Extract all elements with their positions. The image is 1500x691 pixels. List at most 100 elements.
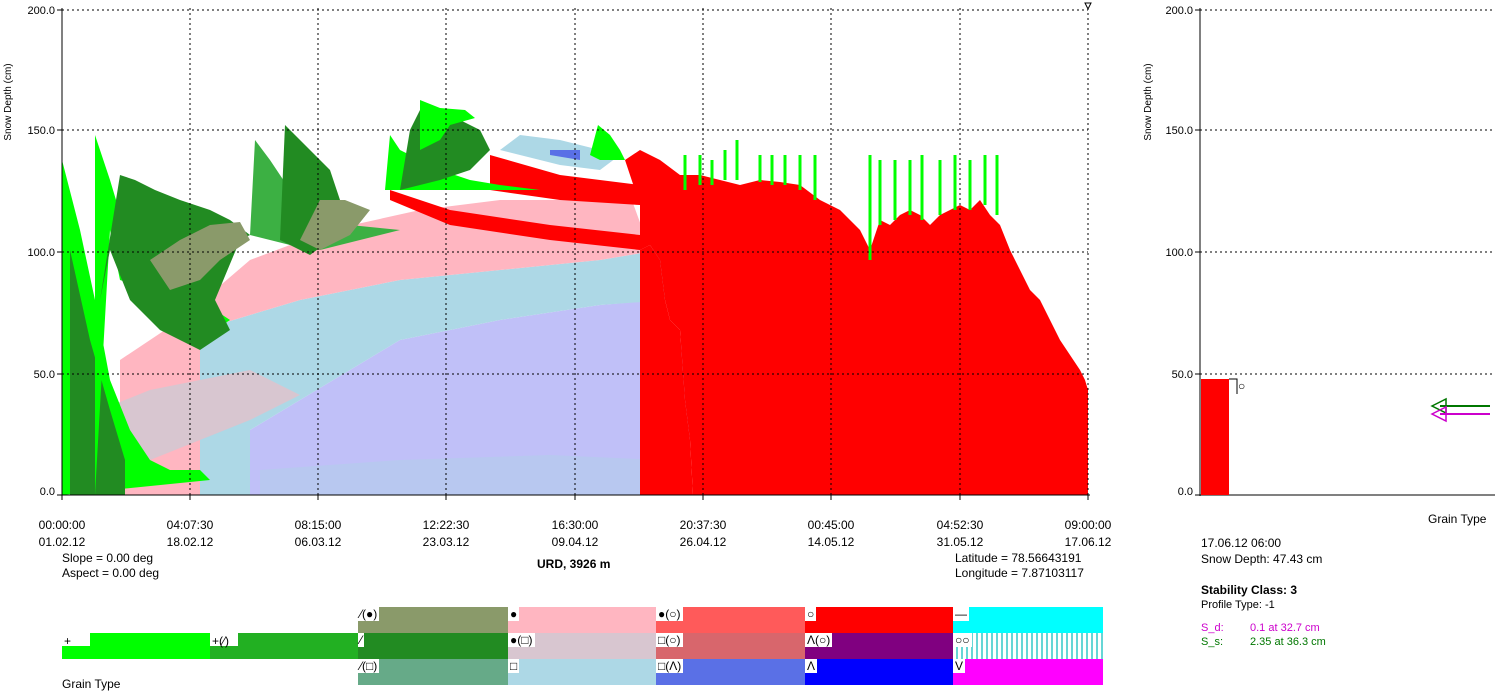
legend-symbol: ○○ xyxy=(953,633,972,647)
profile-ytick: 0.0 xyxy=(1178,486,1193,498)
legend-symbol: □(Λ) xyxy=(656,659,684,673)
latitude-text: Latitude = 78.56643191 xyxy=(955,551,1082,565)
ss-label: S_s: xyxy=(1201,636,1224,648)
layer-light-blue-2 xyxy=(260,455,690,495)
green-spikes xyxy=(683,140,999,260)
legend-swatch xyxy=(358,659,508,685)
legend-symbol: ⁄ xyxy=(358,633,365,647)
layer-olive-1 xyxy=(150,222,250,290)
main-ytick: 0.0 xyxy=(40,486,55,498)
layer-red xyxy=(640,245,693,495)
main-xtick-time: 20:37:30 xyxy=(680,518,727,532)
profile-ytick: 50.0 xyxy=(1172,369,1193,381)
legend-symbol: ⁄(□) xyxy=(358,659,380,673)
layer-pink-gray xyxy=(100,370,300,495)
main-xtick-time: 09:00:00 xyxy=(1065,518,1112,532)
sd-value: 0.1 at 32.7 cm xyxy=(1250,622,1320,634)
profile-date: 17.06.12 06:00 xyxy=(1201,536,1282,550)
snow-strata xyxy=(62,100,1088,495)
stability-class: Stability Class: 3 xyxy=(1201,583,1298,597)
legend-swatch xyxy=(805,607,953,633)
legend-symbol: — xyxy=(953,607,969,621)
legend-symbol: ●(□) xyxy=(508,633,535,647)
legend-swatch xyxy=(953,607,1103,633)
profile-layer-grain: ○ xyxy=(1238,379,1245,393)
legend-swatch xyxy=(805,659,953,685)
main-xtick-time: 16:30:00 xyxy=(552,518,599,532)
legend-symbol: ●(○) xyxy=(656,607,683,621)
profile-ytick: 100.0 xyxy=(1165,247,1193,259)
legend-symbol: V xyxy=(953,659,966,673)
profile-ytick: 150.0 xyxy=(1165,125,1193,137)
layer-pink xyxy=(120,195,660,495)
main-xtick-date: 14.05.12 xyxy=(808,535,855,549)
layer-green-5 xyxy=(420,100,475,150)
legend-symbol: + xyxy=(64,634,72,648)
current-time-marker xyxy=(1084,2,1092,11)
main-xtick-time: 12:22:30 xyxy=(423,518,470,532)
profile-axes xyxy=(1195,8,1495,496)
main-xtick-time: 04:52:30 xyxy=(937,518,984,532)
legend-symbol: Λ xyxy=(805,659,818,673)
main-xtick-date: 26.04.12 xyxy=(680,535,727,549)
legend-swatch xyxy=(508,607,656,633)
main-xtick-date: 23.03.12 xyxy=(423,535,470,549)
legend-symbol: +(⁄) xyxy=(212,634,230,648)
profile-ylabel: Snow Depth (cm) xyxy=(1143,63,1154,140)
main-ylabel: Snow Depth (cm) xyxy=(3,63,14,140)
aspect-text: Aspect = 0.00 deg xyxy=(62,566,160,580)
legend-swatch xyxy=(358,633,508,659)
slope-text: Slope = 0.00 deg xyxy=(62,551,154,565)
legend-swatch xyxy=(508,659,656,685)
main-ytick: 150.0 xyxy=(27,125,55,137)
main-ytick: 100.0 xyxy=(27,247,55,259)
legend-symbol: ● xyxy=(508,607,520,621)
sd-label: S_d: xyxy=(1201,622,1224,634)
profile-ytick: 200.0 xyxy=(1165,5,1193,17)
profile-bar-outline xyxy=(1229,378,1238,394)
main-xtick-date: 01.02.12 xyxy=(39,535,86,549)
main-xtick-date: 06.03.12 xyxy=(295,535,342,549)
layer-red-band-2 xyxy=(490,155,640,205)
main-xtick-date: 18.02.12 xyxy=(167,535,214,549)
legend-symbol: ⁄(●) xyxy=(358,607,380,621)
legend-swatch xyxy=(953,659,1103,685)
profile-xlabel: Grain Type xyxy=(1428,512,1487,526)
longitude-text: Longitude = 7.87103117 xyxy=(955,566,1084,580)
layer-blue-top xyxy=(550,150,580,160)
main-axes xyxy=(57,8,1090,500)
main-xtick-time: 00:45:00 xyxy=(808,518,855,532)
sd-arrow xyxy=(1430,405,1490,423)
layer-red-band xyxy=(390,190,640,250)
main-ytick: 200.0 xyxy=(27,5,55,17)
layer-light-blue xyxy=(200,250,670,495)
legend-swatch-fill xyxy=(90,633,210,659)
main-ytick: 50.0 xyxy=(34,369,55,381)
profile-grid xyxy=(1200,9,1495,375)
legend-swatch xyxy=(953,633,1103,659)
station-title: URD, 3926 m xyxy=(537,557,611,571)
layer-olive-2 xyxy=(300,200,370,250)
ss-value: 2.35 at 36.3 cm xyxy=(1250,636,1326,648)
legend-swatch xyxy=(358,607,508,633)
ss-arrow xyxy=(1430,397,1490,415)
layer-green-6 xyxy=(590,125,625,160)
main-xtick-date: 31.05.12 xyxy=(937,535,984,549)
legend-symbol: ○ xyxy=(805,607,817,621)
main-xtick-time: 04:07:30 xyxy=(167,518,214,532)
legend-symbol: □ xyxy=(508,659,520,673)
main-grid xyxy=(62,8,1089,495)
profile-snow-layer xyxy=(1201,379,1229,495)
legend-symbol: □(○) xyxy=(656,633,683,647)
main-xtick-date: 17.06.12 xyxy=(1065,535,1112,549)
legend-title: Grain Type xyxy=(62,677,121,691)
legend-swatch-fill xyxy=(238,633,358,659)
main-xtick-time: 08:15:00 xyxy=(295,518,342,532)
legend-symbol: Λ(○) xyxy=(805,633,833,647)
layer-red-top xyxy=(625,150,1088,495)
main-xtick-time: 00:00:00 xyxy=(39,518,86,532)
profile-snow-depth: Snow Depth: 47.43 cm xyxy=(1201,552,1323,566)
profile-type: Profile Type: -1 xyxy=(1201,599,1275,611)
main-xtick-date: 09.04.12 xyxy=(552,535,599,549)
